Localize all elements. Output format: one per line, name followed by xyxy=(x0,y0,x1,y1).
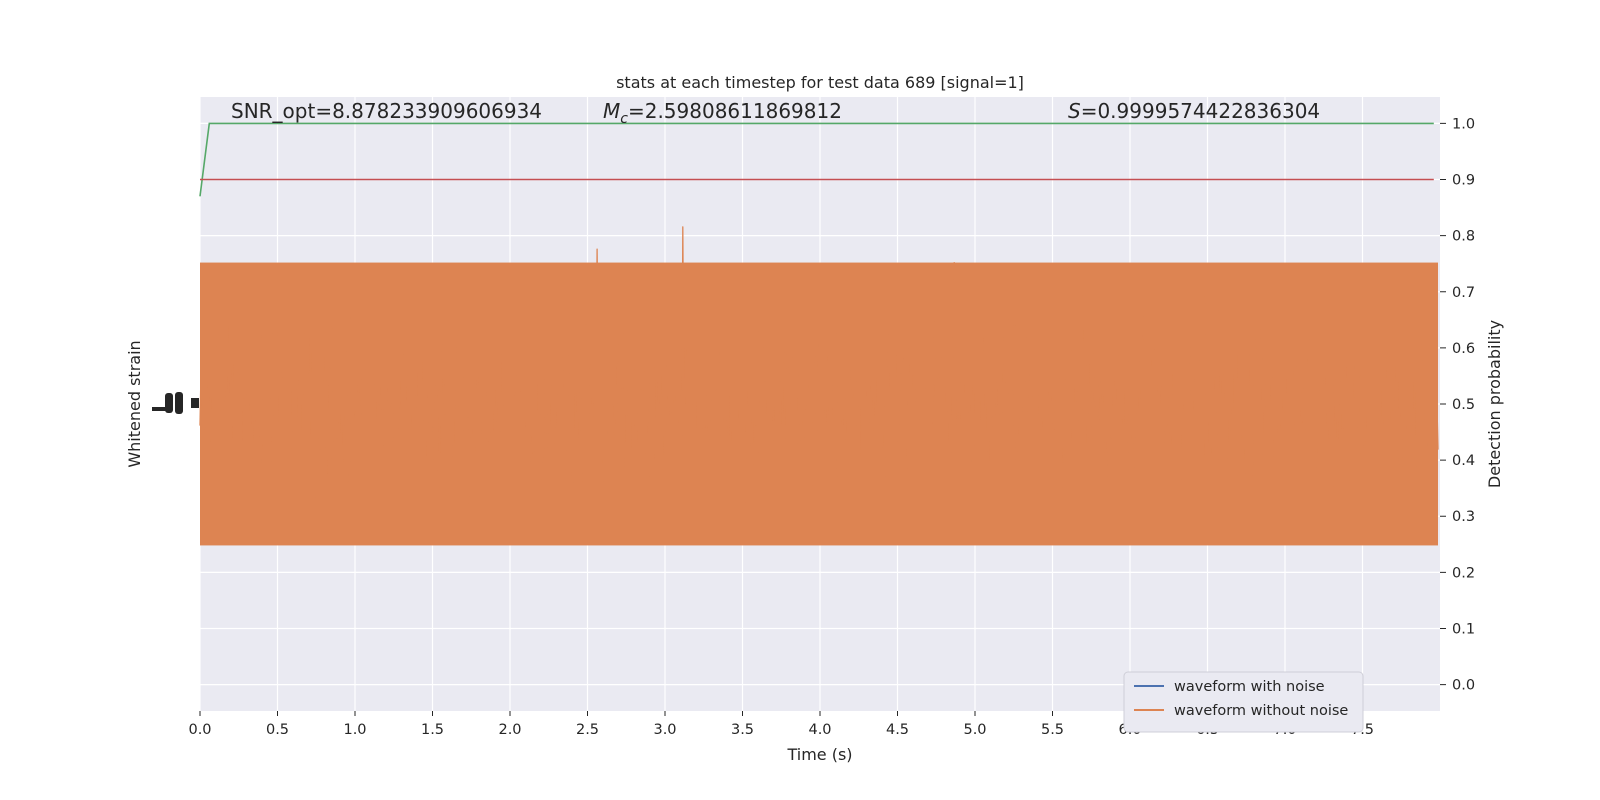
annotations: SNR_opt=8.878233909606934 Mc=2.5980861186… xyxy=(231,99,1320,127)
x-tick-label-8: 4.0 xyxy=(808,722,831,738)
y-tick-label-3: 0.3 xyxy=(1452,509,1475,525)
x-tick-label-3: 1.5 xyxy=(421,722,444,738)
x-tick-label-2: 1.0 xyxy=(343,722,366,738)
series-detection-probability xyxy=(199,122,1434,197)
x-tick-label-7: 3.5 xyxy=(731,722,754,738)
x-axis-label: Time (s) xyxy=(786,745,852,764)
series-lines xyxy=(199,122,1434,197)
x-tick-label-4: 2.0 xyxy=(498,722,521,738)
x-tick-label-1: 0.5 xyxy=(266,722,289,738)
x-tick-label-0: 0.0 xyxy=(188,722,211,738)
y-tick-label-2: 0.2 xyxy=(1452,565,1475,581)
right-axis-label: Detection probability xyxy=(1485,320,1504,488)
y-tick-label-1: 0.1 xyxy=(1452,621,1475,637)
y-tick-label-8: 0.8 xyxy=(1452,229,1475,245)
x-tick-label-11: 5.5 xyxy=(1041,722,1064,738)
y-tick-label-0: 0.0 xyxy=(1452,678,1475,694)
y-tick-label-4: 0.4 xyxy=(1452,453,1475,469)
noise-band xyxy=(199,226,1439,546)
legend-box xyxy=(1123,671,1364,733)
x-tick-label-10: 5.0 xyxy=(963,722,986,738)
annotation-2: S=0.9999574422836304 xyxy=(1068,99,1320,123)
y-tick-label-9: 0.9 xyxy=(1452,173,1475,189)
left-axis-collapsed-ticks xyxy=(152,392,199,414)
legend-label-with-noise: waveform with noise xyxy=(1174,679,1325,695)
annotation-1: Mc=2.59808611869812 xyxy=(603,99,842,127)
left-axis-label: Whitened strain xyxy=(125,340,144,467)
x-tick-label-9: 4.5 xyxy=(886,722,909,738)
y-tick-label-5: 0.5 xyxy=(1452,397,1475,413)
y-tick-label-10: 1.0 xyxy=(1452,116,1475,132)
y-tick-label-6: 0.6 xyxy=(1452,341,1475,357)
right-axis-ticks: 0.0 0.1 0.2 0.3 0.4 0.5 0.6 0.7 0.8 0.9 1.0 xyxy=(1440,116,1475,694)
y-tick-label-7: 0.7 xyxy=(1452,285,1475,301)
legend-label-without-noise: waveform without noise xyxy=(1174,703,1348,719)
series-waveform-without-noise xyxy=(199,226,1439,545)
chart-title: stats at each timestep for test data 689… xyxy=(616,73,1024,92)
x-tick-label-6: 3.0 xyxy=(653,722,676,738)
x-tick-label-5: 2.5 xyxy=(576,722,599,738)
legend: waveform with noise waveform without noi… xyxy=(1123,671,1364,733)
annotation-0: SNR_opt=8.878233909606934 xyxy=(231,99,542,123)
